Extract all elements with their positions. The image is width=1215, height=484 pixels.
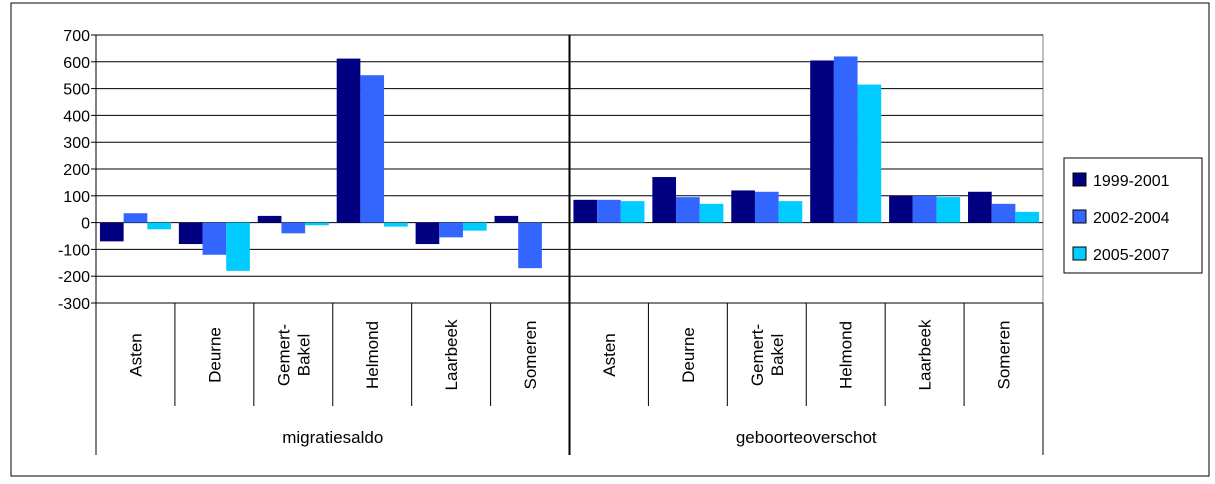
y-tick-label: 600 <box>63 55 90 72</box>
category-label-line: Gemert- <box>274 324 293 386</box>
category-label-helmond: Helmond <box>837 321 856 389</box>
bar-2002-2004-asten-6 <box>597 200 621 223</box>
y-tick-label: 700 <box>63 28 90 45</box>
bar-1999-2001-helmond-9 <box>810 60 834 222</box>
category-label-line: Asten <box>600 333 619 376</box>
bar-2002-2004-laarbeek-4 <box>439 223 463 238</box>
bar-1999-2001-deurne-7 <box>652 177 676 223</box>
category-label-line: Gemert- <box>748 324 767 386</box>
category-label-line: Bakel <box>768 334 787 377</box>
bar-1999-2001-asten-0 <box>100 223 124 242</box>
legend-swatch-1999-2001 <box>1073 173 1086 186</box>
y-tick-label: 0 <box>81 216 90 233</box>
category-label-someren: Someren <box>995 321 1014 390</box>
bar-1999-2001-deurne-1 <box>179 223 203 244</box>
category-label-line: Someren <box>995 321 1014 390</box>
bar-2002-2004-asten-0 <box>124 213 148 222</box>
bar-2005-2007-asten-6 <box>621 201 645 222</box>
category-label-line: Deurne <box>205 327 224 383</box>
category-label-line: Deurne <box>679 327 698 383</box>
bar-1999-2001-someren-5 <box>495 216 519 223</box>
category-label-laarbeek: Laarbeek <box>916 319 935 390</box>
bar-2005-2007-helmond-9 <box>858 85 882 223</box>
category-label-laarbeek: Laarbeek <box>442 319 461 390</box>
group-label-migratiesaldo: migratiesaldo <box>282 428 383 447</box>
category-label-asten: Asten <box>600 333 619 376</box>
bar-2005-2007-gemert-bakel-2 <box>305 223 329 226</box>
y-tick-label: 300 <box>63 135 90 152</box>
bar-2002-2004-someren-5 <box>518 223 542 269</box>
bar-1999-2001-gemert-bakel-8 <box>731 190 755 222</box>
y-tick-label: -200 <box>58 269 90 286</box>
legend-label-2002-2004: 2002-2004 <box>1093 210 1170 227</box>
bar-1999-2001-laarbeek-4 <box>416 223 440 244</box>
bar-1999-2001-someren-11 <box>968 192 992 223</box>
category-label-line: Laarbeek <box>916 319 935 390</box>
category-label-line: Helmond <box>363 321 382 389</box>
y-tick-label: 100 <box>63 189 90 206</box>
bar-2002-2004-gemert-bakel-8 <box>755 192 779 223</box>
legend-label-2005-2007: 2005-2007 <box>1093 247 1170 264</box>
category-label-helmond: Helmond <box>363 321 382 389</box>
bar-2002-2004-deurne-1 <box>203 223 227 255</box>
y-tick-label: 400 <box>63 108 90 125</box>
bar-2005-2007-laarbeek-4 <box>463 223 487 231</box>
y-tick-label: -300 <box>58 296 90 313</box>
bar-1999-2001-asten-6 <box>573 200 597 223</box>
bar-2005-2007-deurne-1 <box>226 223 250 271</box>
bar-2002-2004-helmond-9 <box>834 56 858 222</box>
category-label-deurne: Deurne <box>205 327 224 383</box>
bar-2005-2007-someren-11 <box>1015 212 1039 223</box>
bar-2005-2007-deurne-7 <box>700 204 724 223</box>
bar-2002-2004-helmond-3 <box>360 75 384 222</box>
legend-swatch-2002-2004 <box>1073 210 1086 223</box>
y-tick-label: 200 <box>63 162 90 179</box>
bar-2002-2004-deurne-7 <box>676 197 700 222</box>
category-label-line: Asten <box>126 333 145 376</box>
bar-2002-2004-laarbeek-10 <box>913 196 937 223</box>
category-label-asten: Asten <box>126 333 145 376</box>
bar-2005-2007-helmond-3 <box>384 223 408 227</box>
category-label-line: Bakel <box>294 334 313 377</box>
category-label-line: Someren <box>521 321 540 390</box>
y-tick-label: -100 <box>58 242 90 259</box>
bar-2002-2004-someren-11 <box>992 204 1016 223</box>
y-tick-label: 500 <box>63 82 90 99</box>
bar-2005-2007-laarbeek-10 <box>936 197 960 222</box>
bar-2002-2004-gemert-bakel-2 <box>281 223 305 234</box>
bar-1999-2001-helmond-3 <box>337 59 361 223</box>
category-label-deurne: Deurne <box>679 327 698 383</box>
bar-1999-2001-gemert-bakel-2 <box>258 216 282 223</box>
group-label-geboorteoverschot: geboorteoverschot <box>736 428 877 447</box>
category-label-line: Laarbeek <box>442 319 461 390</box>
category-label-someren: Someren <box>521 321 540 390</box>
legend-swatch-2005-2007 <box>1073 247 1086 260</box>
category-label-line: Helmond <box>837 321 856 389</box>
bar-2005-2007-gemert-bakel-8 <box>779 201 803 222</box>
bar-1999-2001-laarbeek-10 <box>889 196 913 223</box>
legend-label-1999-2001: 1999-2001 <box>1093 173 1170 190</box>
bar-2005-2007-asten-0 <box>147 223 171 230</box>
legend: 1999-2001 2002-2004 2005-2007 <box>1064 158 1202 273</box>
